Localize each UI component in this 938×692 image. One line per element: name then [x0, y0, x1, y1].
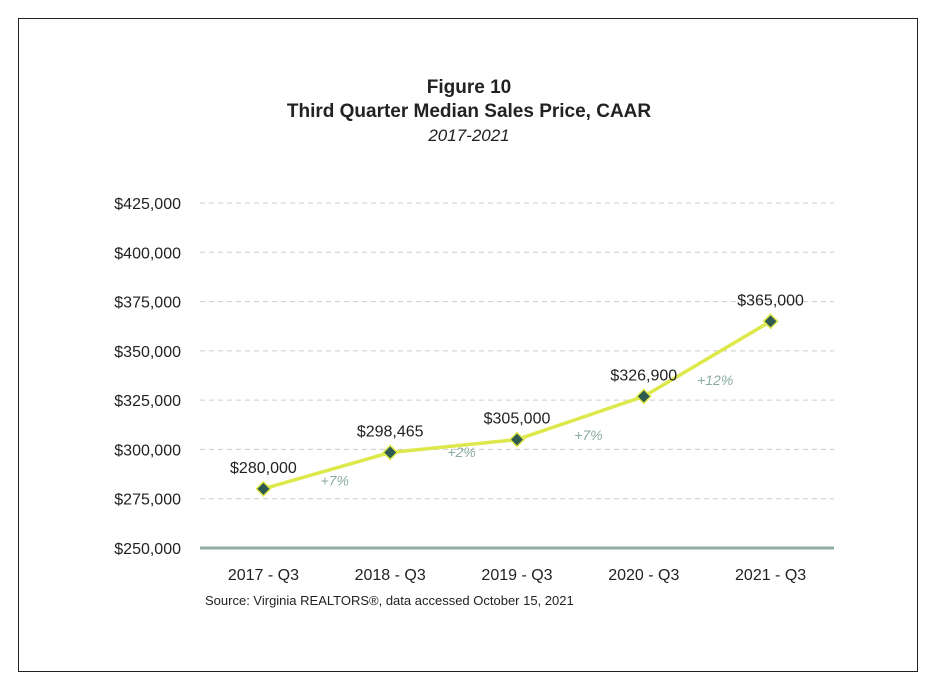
x-tick-label: 2018 - Q3 [355, 567, 426, 584]
data-point-marker [255, 480, 272, 497]
figure-label: Figure 10 [426, 77, 512, 98]
x-tick-label: 2017 - Q3 [228, 567, 299, 584]
y-tick-label: $300,000 [114, 442, 181, 459]
change-label: +7% [321, 473, 349, 489]
y-tick-label: $275,000 [114, 492, 181, 509]
x-tick-label: 2020 - Q3 [608, 567, 679, 584]
series-line [262, 319, 772, 491]
y-tick-label: $375,000 [114, 295, 181, 312]
change-label: +7% [574, 427, 602, 443]
data-label: $326,900 [610, 367, 677, 384]
y-tick-label: $350,000 [114, 344, 181, 361]
y-tick-label: $325,000 [114, 393, 181, 410]
data-point-marker [508, 431, 526, 448]
data-point-marker [382, 444, 399, 461]
data-label: $305,000 [484, 411, 551, 428]
data-label: $280,000 [230, 460, 297, 477]
x-tick-label: 2019 - Q3 [481, 567, 552, 584]
chart-subtitle: 2017-2021 [428, 126, 510, 145]
figure-frame [18, 18, 918, 672]
y-tick-label: $400,000 [114, 245, 181, 262]
y-tick-label: $425,000 [114, 196, 181, 213]
change-label: +2% [447, 444, 475, 460]
change-label: +12% [697, 372, 733, 388]
figure-title-block: Figure 10 Third Quarter Median Sales Pri… [0, 76, 938, 148]
y-tick-label: $250,000 [114, 541, 181, 558]
data-point-marker [635, 388, 652, 405]
data-label: $298,465 [357, 423, 424, 440]
chart-title: Third Quarter Median Sales Price, CAAR [286, 101, 652, 122]
data-label: $365,000 [737, 292, 804, 309]
source-note: Source: Virginia REALTORS®, data accesse… [205, 593, 574, 608]
x-tick-label: 2021 - Q3 [735, 567, 806, 584]
data-point-marker [762, 313, 779, 330]
